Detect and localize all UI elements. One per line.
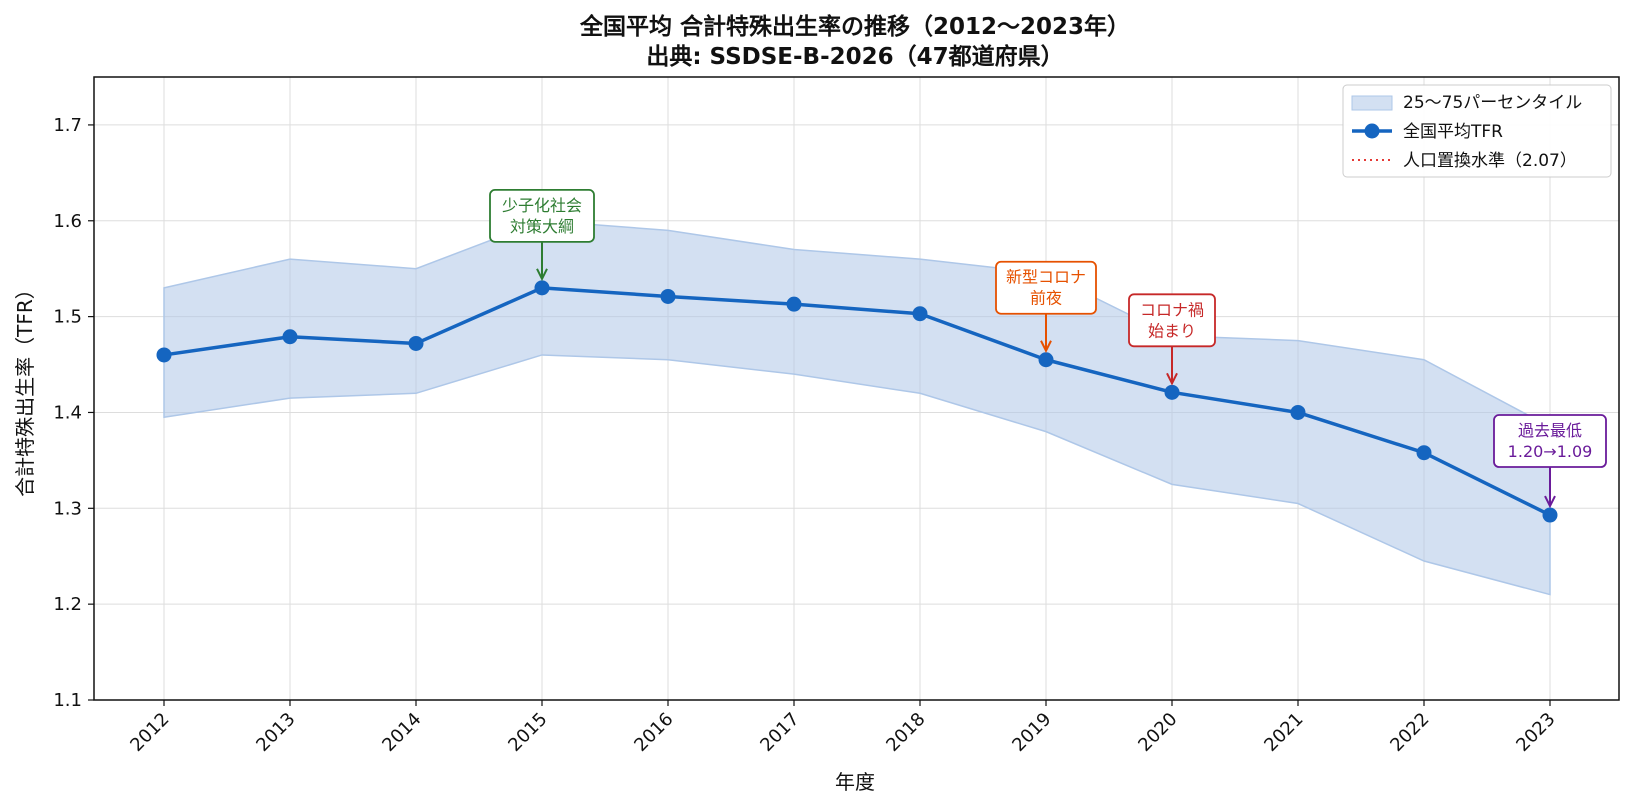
x-axis-label: 年度 <box>835 770 875 794</box>
legend-label-hline: 人口置換水準（2.07） <box>1403 151 1577 171</box>
y-tick-label: 1.1 <box>53 690 82 711</box>
annotation-arrow-head <box>1166 372 1178 386</box>
x-tick-label: 2017 <box>756 709 803 756</box>
legend-swatch-band <box>1351 95 1393 111</box>
legend-label-band: 25〜75パーセンタイル <box>1403 93 1582 113</box>
annotation-text: 始まり <box>1148 321 1196 340</box>
annotation-arrow-head <box>1544 495 1556 509</box>
tfr-series <box>156 280 1558 523</box>
y-axis-ticks: 1.1 1.2 1.3 1.4 1.5 1.6 1.7 <box>53 115 94 711</box>
tfr-data-point <box>408 335 424 351</box>
tfr-data-point <box>1416 445 1432 461</box>
annotation-arrow-head <box>536 268 548 282</box>
x-axis-ticks: 2012 2013 2014 2015 2016 2017 2018 2019 2020 2021… <box>126 700 1560 756</box>
x-tick-label: 2012 <box>126 709 173 756</box>
annotation-text: 過去最低 <box>1518 421 1582 440</box>
annotation-2023: 過去最低 1.20→1.09 <box>1493 414 1607 509</box>
x-tick-label: 2022 <box>1386 709 1433 756</box>
tfr-data-point <box>156 347 172 363</box>
tfr-data-point <box>1542 507 1558 523</box>
legend-frame <box>1342 84 1612 178</box>
tfr-data-point <box>1290 404 1306 420</box>
legend-label-line: 全国平均TFR <box>1403 122 1503 142</box>
annotation-text: 前夜 <box>1030 289 1062 308</box>
tfr-data-point <box>786 296 802 312</box>
x-tick-label: 2019 <box>1008 709 1055 756</box>
x-tick-label: 2015 <box>504 709 551 756</box>
annotation-text: 少子化社会 <box>502 196 582 215</box>
tfr-data-point <box>660 288 676 304</box>
x-tick-label: 2023 <box>1512 709 1559 756</box>
x-tick-label: 2021 <box>1260 709 1307 756</box>
tfr-data-point <box>282 329 298 345</box>
y-tick-label: 1.7 <box>53 115 82 136</box>
percentile-band-area <box>163 220 1551 596</box>
annotation-text: 1.20→1.09 <box>1508 442 1593 461</box>
tfr-data-point <box>1164 384 1180 400</box>
y-axis-label: 合計特殊出生率（TFR） <box>13 279 37 497</box>
y-tick-label: 1.5 <box>53 307 82 328</box>
annotation-text: 対策大綱 <box>510 217 574 236</box>
y-tick-label: 1.3 <box>53 498 82 519</box>
annotation-arrow-head <box>1040 340 1052 353</box>
annotation-text: 新型コロナ <box>1006 268 1086 287</box>
annotation-text: コロナ禍 <box>1140 300 1204 319</box>
chart-subtitle: 出典: SSDSE-B-2026（47都道府県） <box>646 43 1063 70</box>
tfr-data-point <box>1038 352 1054 368</box>
x-tick-label: 2018 <box>882 709 929 756</box>
y-tick-label: 1.2 <box>53 594 82 615</box>
chart-title: 全国平均 合計特殊出生率の推移（2012〜2023年） <box>579 13 1130 40</box>
x-tick-label: 2014 <box>378 709 425 756</box>
y-tick-label: 1.6 <box>53 211 82 232</box>
x-tick-label: 2020 <box>1134 709 1181 756</box>
tfr-data-point <box>534 280 550 296</box>
percentile-band <box>163 220 1551 596</box>
y-tick-label: 1.4 <box>53 402 82 423</box>
plot-frame <box>93 76 1620 701</box>
legend-swatch-marker <box>1364 123 1380 139</box>
x-tick-label: 2013 <box>252 709 299 756</box>
x-tick-label: 2016 <box>630 709 677 756</box>
tfr-line <box>163 286 1551 517</box>
tfr-data-point <box>912 306 928 322</box>
